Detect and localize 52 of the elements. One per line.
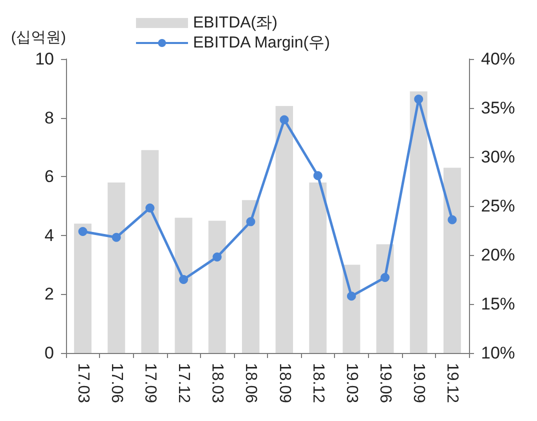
y2-tick-label: 25% <box>481 196 516 216</box>
bar <box>276 106 294 353</box>
y2-tick-label: 30% <box>481 148 516 166</box>
point <box>179 275 188 284</box>
y-tick-label: 4 <box>44 226 54 245</box>
bar <box>74 224 92 353</box>
bar <box>108 182 126 353</box>
x-tick-label: 18.03 <box>208 363 226 404</box>
x-tick-label: 17.09 <box>141 363 158 404</box>
bar <box>309 182 327 353</box>
point <box>414 94 424 104</box>
bar <box>141 150 159 353</box>
y2-tick-label: 35% <box>481 98 516 118</box>
x-tick-label: 17.03 <box>74 363 92 404</box>
point <box>112 232 121 242</box>
bar <box>242 200 260 353</box>
point <box>380 273 390 282</box>
point <box>448 215 457 224</box>
y2-tick-label: 10% <box>481 344 516 362</box>
bar <box>410 91 428 353</box>
point <box>313 171 322 180</box>
x-tick-label: 18.12 <box>309 363 326 404</box>
bar <box>342 264 360 353</box>
point <box>346 292 356 301</box>
point <box>212 252 222 262</box>
legend-label: EBITDA(좌) <box>193 14 278 32</box>
bar <box>443 168 461 353</box>
y-tick-label: 6 <box>44 167 54 186</box>
y-tick-label: 0 <box>44 344 54 362</box>
x-tick-label: 17.12 <box>175 363 192 404</box>
y-tick-label: 8 <box>44 108 54 128</box>
x-tick-label: 18.09 <box>276 363 293 404</box>
point <box>78 226 88 236</box>
x-tick-label: 19.03 <box>342 363 360 404</box>
y2-tick-label: 40% <box>481 50 516 68</box>
y-tick-label: 10 <box>35 50 54 68</box>
x-tick-label: 19.06 <box>376 363 394 404</box>
legend-label: EBITDA Margin(우) <box>193 34 330 52</box>
y-axis-title: (십억원) <box>11 29 66 46</box>
point <box>145 203 154 212</box>
x-tick-label: 18.06 <box>242 363 260 404</box>
x-tick-label: 19.12 <box>444 363 461 404</box>
y-tick-label: 2 <box>44 284 54 304</box>
bar <box>174 218 192 353</box>
bar <box>376 244 394 353</box>
y2-tick-label: 15% <box>481 294 516 314</box>
y2-tick-label: 20% <box>481 246 516 264</box>
point <box>280 115 289 124</box>
point <box>246 217 256 226</box>
x-tick-label: 17.06 <box>108 363 125 404</box>
bar <box>208 220 226 353</box>
x-tick-label: 19.09 <box>410 363 428 404</box>
